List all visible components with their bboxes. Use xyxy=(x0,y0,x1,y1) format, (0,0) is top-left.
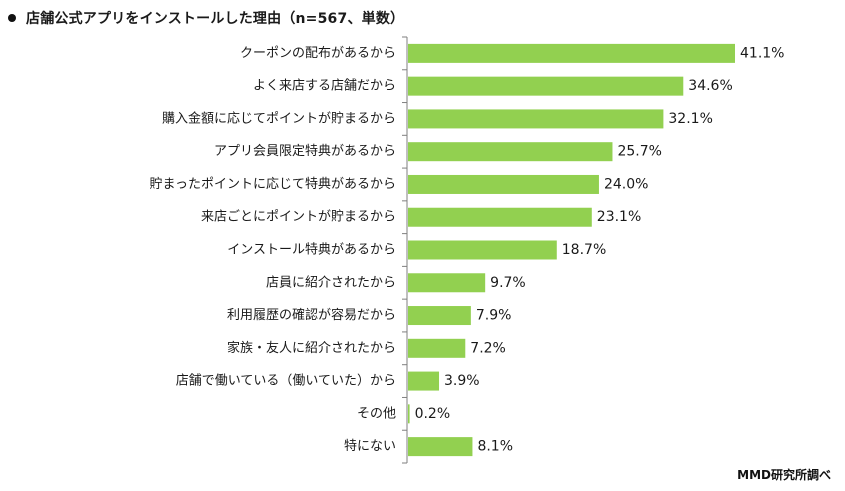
bar xyxy=(408,371,440,391)
value-label: 7.2% xyxy=(470,340,506,356)
bar xyxy=(408,174,599,194)
bar xyxy=(408,142,613,162)
category-label: 特にない xyxy=(344,439,396,454)
bar xyxy=(408,76,684,96)
value-label: 0.2% xyxy=(415,406,451,422)
chart-title-row: 店舗公式アプリをインストールした理由（n=567、単数） xyxy=(8,6,404,30)
bar xyxy=(408,240,557,260)
chart-body: クーポンの配布があるから 41.1% よく来店する店舗だから 34.6% 購入金額に応じ… xyxy=(150,36,784,464)
bar xyxy=(408,306,471,326)
category-label: 貯まったポイントに応じて特典があるから xyxy=(150,177,396,192)
chart-title: 店舗公式アプリをインストールした理由（n=567、単数） xyxy=(26,11,405,27)
bar xyxy=(408,437,473,457)
bullet-icon xyxy=(8,14,16,22)
value-label: 24.0% xyxy=(604,176,648,192)
value-label: 9.7% xyxy=(490,275,526,291)
bar xyxy=(408,207,592,227)
category-label: 利用履歴の確認が容易だから xyxy=(227,307,396,323)
category-label: その他 xyxy=(357,406,396,421)
category-label: インストール特典があるから xyxy=(227,243,396,258)
category-label: 店員に紹介されたから xyxy=(266,275,396,290)
source-note: MMD研究所調べ xyxy=(737,468,831,482)
bar xyxy=(408,273,486,293)
category-label: 店舗で働いている（働いていた）から xyxy=(176,374,396,389)
bar xyxy=(408,109,664,129)
category-label: 来店ごとにポイントが貯まるから xyxy=(201,209,396,225)
category-label: 購入金額に応じてポイントが貯まるから xyxy=(162,110,396,126)
bar xyxy=(408,338,466,358)
value-label: 23.1% xyxy=(597,209,641,225)
value-label: 18.7% xyxy=(562,242,606,258)
value-label: 3.9% xyxy=(444,373,480,389)
bar xyxy=(408,43,735,63)
value-label: 34.6% xyxy=(688,78,732,94)
category-label: アプリ会員限定特典があるから xyxy=(214,144,396,159)
value-label: 41.1% xyxy=(740,45,784,61)
value-label: 25.7% xyxy=(617,144,661,160)
value-label: 8.1% xyxy=(477,439,513,455)
value-label: 7.9% xyxy=(476,308,512,324)
value-label: 32.1% xyxy=(668,111,712,127)
category-label: よく来店する店舗だから xyxy=(253,79,396,94)
category-label: 家族・友人に紹介されたから xyxy=(227,340,396,356)
bar xyxy=(408,404,410,424)
category-label: クーポンの配布があるから xyxy=(240,46,396,61)
